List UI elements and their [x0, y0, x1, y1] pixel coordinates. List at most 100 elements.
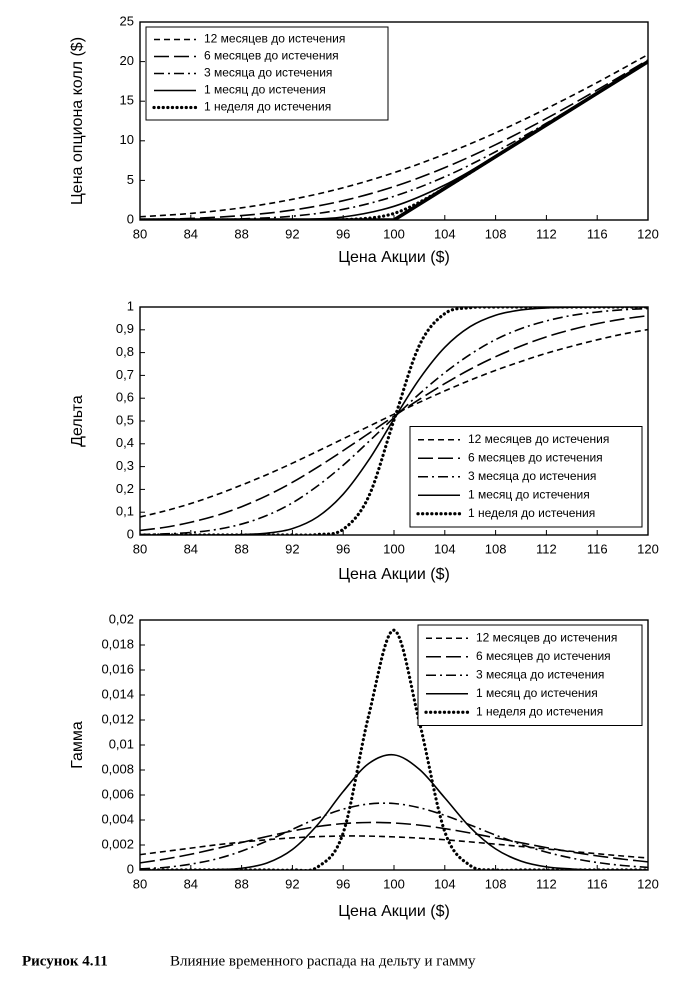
series-line	[140, 59, 648, 220]
y-tick-label: 0	[127, 211, 134, 226]
x-tick-label: 96	[336, 226, 350, 241]
x-tick-label: 92	[285, 226, 299, 241]
x-tick-label: 120	[637, 541, 659, 556]
x-tick-label: 80	[133, 876, 147, 891]
y-tick-label: 25	[120, 13, 134, 28]
y-tick-label: 0,1	[116, 504, 134, 519]
series-line	[140, 307, 648, 535]
x-axis-label: Цена Акции ($)	[338, 249, 450, 266]
y-tick-label: 1	[127, 298, 134, 313]
caption-text: Влияние временного распада на дельту и г…	[170, 953, 476, 969]
x-tick-label: 84	[184, 226, 198, 241]
series-line	[140, 307, 648, 535]
y-tick-label: 0,006	[101, 786, 134, 801]
x-tick-label: 104	[434, 541, 456, 556]
plot-frame	[139, 21, 649, 221]
x-tick-label: 80	[133, 226, 147, 241]
y-tick-label: 0,016	[101, 661, 134, 676]
legend-label: 3 месяца до истечения	[476, 667, 604, 681]
x-tick-label: 84	[184, 876, 198, 891]
y-tick-label: 0,018	[101, 636, 134, 651]
legend-label: 12 месяцев до истечения	[476, 630, 617, 644]
y-tick-label: 0	[127, 861, 134, 876]
series-line	[140, 628, 648, 870]
legend-label: 1 месяц до истечения	[204, 83, 326, 97]
y-tick-label: 0,4	[116, 435, 134, 450]
legend-box	[145, 26, 389, 121]
y-tick-label: 0,6	[116, 390, 134, 405]
x-axis-label: Цена Акции ($)	[338, 566, 450, 583]
y-tick-label: 0,9	[116, 321, 134, 336]
series-line	[140, 835, 648, 859]
x-tick-label: 116	[587, 226, 608, 241]
caption-label: Рисунок 4.11	[22, 953, 108, 969]
y-tick-label: 0,01	[109, 736, 134, 751]
x-tick-label: 88	[234, 226, 248, 241]
plot-frame	[139, 619, 649, 871]
y-tick-label: 0,004	[101, 811, 134, 826]
y-tick-label: 0,002	[101, 836, 134, 851]
series-line	[140, 753, 648, 870]
x-tick-label: 112	[536, 876, 557, 891]
series-line	[140, 328, 648, 518]
series-line	[140, 60, 648, 220]
y-tick-label: 10	[120, 132, 134, 147]
x-axis-label: Цена Акции ($)	[338, 903, 450, 920]
y-axis-label: Дельта	[69, 395, 86, 447]
legend-label: 12 месяцев до истечения	[468, 432, 609, 446]
y-tick-label: 0,012	[101, 711, 134, 726]
x-tick-label: 112	[536, 541, 557, 556]
legend-label: 6 месяцев до истечения	[468, 450, 603, 464]
x-tick-label: 84	[184, 541, 198, 556]
y-tick-label: 0,02	[109, 611, 134, 626]
y-tick-label: 15	[120, 93, 134, 108]
legend-label: 1 месяц до истечения	[476, 686, 598, 700]
y-tick-label: 0,008	[101, 761, 134, 776]
x-tick-label: 104	[434, 876, 456, 891]
x-tick-label: 100	[383, 876, 405, 891]
legend-label: 1 неделя до истечения	[204, 100, 331, 114]
legend-box	[409, 426, 643, 528]
x-tick-label: 108	[485, 541, 507, 556]
y-tick-label: 0,2	[116, 481, 134, 496]
x-tick-label: 120	[637, 876, 659, 891]
x-tick-label: 92	[285, 541, 299, 556]
x-tick-label: 100	[383, 541, 405, 556]
y-tick-label: 20	[120, 53, 134, 68]
x-tick-label: 108	[485, 226, 507, 241]
y-tick-label: 0,5	[116, 412, 134, 427]
y-tick-label: 0,3	[116, 458, 134, 473]
x-tick-label: 112	[536, 226, 557, 241]
series-line	[140, 53, 648, 218]
y-tick-label: 0,014	[101, 686, 134, 701]
legend-label: 1 неделя до истечения	[468, 506, 595, 520]
x-tick-label: 104	[434, 226, 456, 241]
legend-label: 6 месяцев до истечения	[204, 49, 339, 63]
x-tick-label: 100	[383, 226, 405, 241]
x-tick-label: 92	[285, 876, 299, 891]
x-tick-label: 96	[336, 541, 350, 556]
x-tick-label: 88	[234, 541, 248, 556]
x-tick-label: 88	[234, 876, 248, 891]
series-line	[140, 821, 648, 864]
x-tick-label: 80	[133, 541, 147, 556]
x-tick-label: 116	[587, 876, 608, 891]
x-tick-label: 120	[637, 226, 659, 241]
y-tick-label: 0	[127, 526, 134, 541]
series-line	[140, 60, 648, 220]
series-line	[140, 802, 648, 870]
y-axis-label: Гамма	[69, 721, 86, 769]
y-tick-label: 5	[127, 172, 134, 187]
legend-label: 1 неделя до истечения	[476, 704, 603, 718]
plot-frame	[139, 306, 649, 536]
y-axis-label: Цена опциона колл ($)	[69, 37, 86, 205]
legend-label: 1 месяц до истечения	[468, 487, 590, 501]
x-tick-label: 96	[336, 876, 350, 891]
legend-label: 3 месяца до истечения	[204, 66, 332, 80]
legend-label: 12 месяцев до истечения	[204, 32, 345, 46]
x-tick-label: 108	[485, 876, 507, 891]
legend-label: 6 месяцев до истечения	[476, 649, 611, 663]
y-tick-label: 0,7	[116, 367, 134, 382]
x-tick-label: 116	[587, 541, 608, 556]
